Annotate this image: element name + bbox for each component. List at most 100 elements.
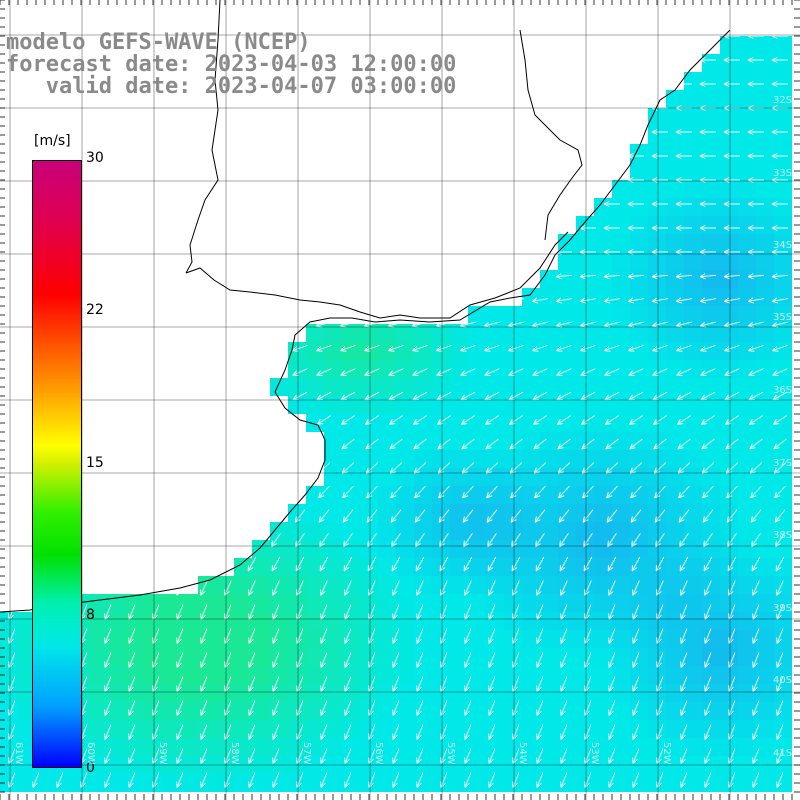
wind-arrow <box>556 344 572 352</box>
ocean-cell <box>738 666 756 684</box>
ocean-cell <box>360 324 378 342</box>
ocean-cell <box>684 702 702 720</box>
ocean-cell <box>774 504 792 522</box>
wind-arrow <box>296 628 304 644</box>
wind-arrow <box>582 485 594 499</box>
wind-arrow <box>532 415 547 425</box>
wind-arrow <box>248 772 256 788</box>
wind-arrow <box>391 533 401 548</box>
wind-arrow <box>556 368 572 376</box>
ocean-cell <box>738 414 756 432</box>
ocean-cell <box>738 90 756 108</box>
ocean-cell <box>396 666 414 684</box>
wind-arrow <box>368 748 376 764</box>
ocean-cell <box>702 486 720 504</box>
ocean-cell <box>576 234 594 252</box>
ocean-cell <box>720 504 738 522</box>
ocean-cell <box>630 630 648 648</box>
wind-arrow <box>675 321 692 328</box>
ocean-cell <box>216 684 234 702</box>
wind-arrow <box>292 391 308 401</box>
ocean-cell <box>612 504 630 522</box>
ocean-cell <box>522 378 540 396</box>
ocean-cell <box>450 666 468 684</box>
wind-arrow <box>388 391 404 401</box>
ocean-cell <box>756 36 774 54</box>
ocean-cell <box>666 288 684 306</box>
ocean-cell <box>630 450 648 468</box>
ocean-cell <box>594 666 612 684</box>
wind-arrow <box>723 249 741 256</box>
ocean-cell <box>126 738 144 756</box>
wind-arrow <box>702 485 714 499</box>
wind-arrow <box>580 391 596 401</box>
ocean-cell <box>738 396 756 414</box>
ocean-cell <box>738 756 756 774</box>
ocean-cell <box>468 666 486 684</box>
wind-arrow <box>536 604 544 620</box>
wind-arrow <box>579 321 596 328</box>
wind-arrow <box>485 438 499 450</box>
ocean-cell <box>774 738 792 756</box>
wind-arrow <box>726 485 738 499</box>
ocean-cell <box>594 630 612 648</box>
ocean-cell <box>756 180 774 198</box>
wind-arrow <box>341 462 355 474</box>
wind-arrow <box>559 533 569 548</box>
wind-arrow <box>702 509 714 523</box>
ocean-cell <box>612 324 630 342</box>
ocean-cell <box>594 216 612 234</box>
wind-arrow <box>704 604 712 620</box>
ocean-cell <box>702 738 720 756</box>
wind-arrow <box>8 700 16 716</box>
wind-arrow <box>104 652 112 668</box>
ocean-cell <box>558 378 576 396</box>
ocean-cell <box>342 432 360 450</box>
ocean-cell <box>432 540 450 558</box>
ocean-cell <box>738 108 756 126</box>
wind-arrow <box>460 368 476 376</box>
wind-arrow <box>723 152 740 160</box>
ocean-cell <box>270 522 288 540</box>
ocean-cell <box>342 648 360 666</box>
ocean-cell <box>702 630 720 648</box>
ocean-cell <box>216 612 234 630</box>
ocean-cell <box>774 720 792 738</box>
wind-arrow <box>532 344 548 352</box>
ocean-cell <box>180 648 198 666</box>
ocean-cell <box>306 720 324 738</box>
wind-arrow <box>653 462 667 474</box>
wind-arrow <box>675 273 693 280</box>
ocean-cell <box>0 648 18 666</box>
lon-label: 60W <box>85 742 96 765</box>
wind-arrow <box>463 533 473 548</box>
wind-arrow <box>248 604 256 620</box>
ocean-cell <box>288 378 306 396</box>
ocean-cell <box>666 540 684 558</box>
wind-arrow <box>629 438 643 450</box>
ocean-cell <box>540 576 558 594</box>
ocean-cell <box>306 324 324 342</box>
wind-arrow <box>365 438 379 450</box>
ocean-cell <box>630 486 648 504</box>
ocean-cell <box>612 612 630 630</box>
ocean-cell <box>576 216 594 234</box>
wind-arrow <box>104 724 112 740</box>
ocean-cell <box>288 612 306 630</box>
ocean-cell <box>630 432 648 450</box>
wind-arrow <box>436 368 452 376</box>
wind-arrow <box>512 724 520 740</box>
ocean-cell <box>612 594 630 612</box>
ocean-cell <box>576 522 594 540</box>
ocean-cell <box>468 540 486 558</box>
ocean-cell <box>540 378 558 396</box>
ocean-cell <box>612 684 630 702</box>
wind-arrow <box>579 297 596 304</box>
ocean-cell <box>648 252 666 270</box>
wind-arrow <box>224 580 232 596</box>
wind-arrow <box>603 321 620 328</box>
wind-arrow <box>340 344 356 352</box>
ocean-cell <box>576 360 594 378</box>
wind-arrow <box>535 533 545 548</box>
wind-arrow <box>558 485 570 499</box>
